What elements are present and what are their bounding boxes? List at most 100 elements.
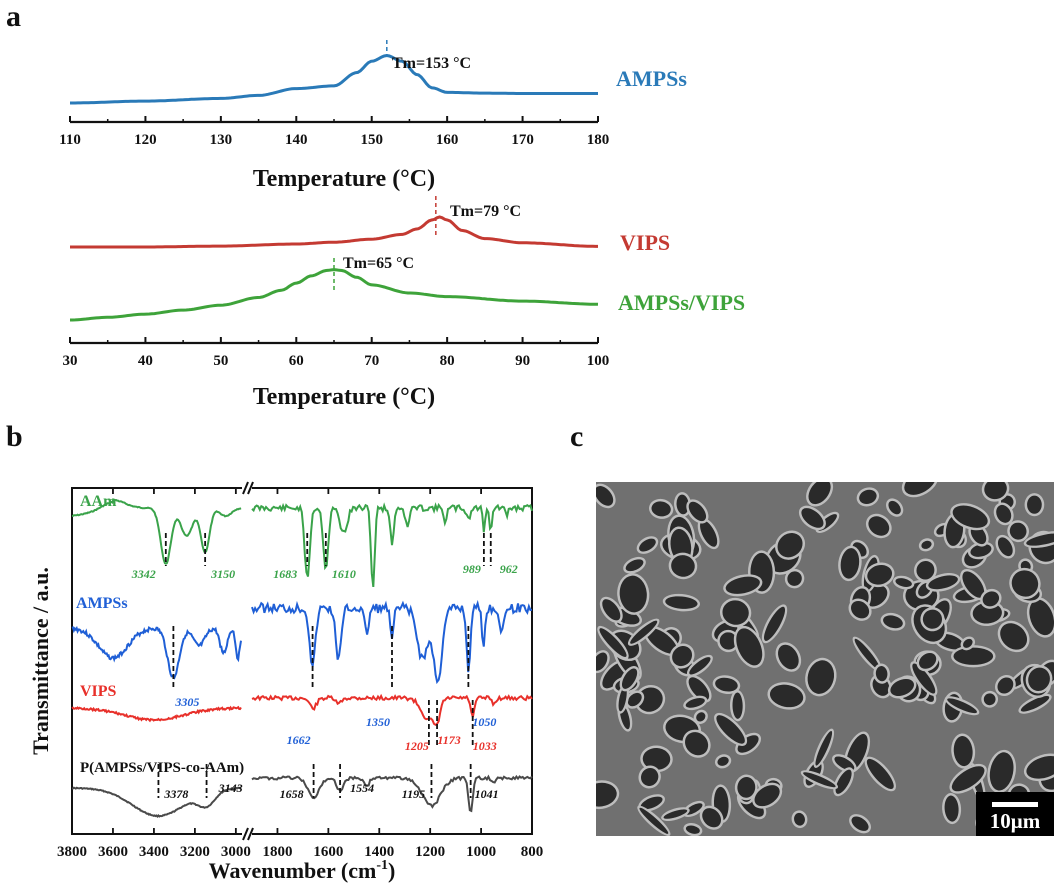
pore: [716, 715, 745, 744]
pore: [596, 782, 617, 807]
pore: [665, 596, 698, 609]
spectrum-copolymer-left: [72, 786, 242, 818]
pore: [700, 520, 718, 547]
scale-bar-label: 10μm: [989, 809, 1041, 833]
pore: [685, 825, 700, 834]
series-label-aam: AAm: [80, 493, 117, 510]
peak-label: 1195: [402, 787, 425, 801]
pore: [953, 647, 994, 665]
plot-frame-left: [71, 487, 242, 835]
spectrum-copolymer-right: [251, 774, 533, 813]
x-tick-label: 1000: [466, 844, 496, 860]
pore: [989, 752, 1014, 791]
x-tick-label: 140: [285, 132, 308, 148]
x-tick-label: 3200: [180, 844, 210, 860]
pore: [627, 692, 642, 707]
x-tick-label: 1400: [364, 844, 394, 860]
pore: [651, 501, 671, 517]
sem-pores: [596, 482, 1054, 836]
peak-label: 1173: [437, 733, 460, 747]
pore: [722, 600, 749, 625]
x-tick-label: 1200: [415, 844, 445, 860]
pore: [875, 666, 888, 682]
pore: [777, 533, 803, 558]
x-tick-label: 110: [59, 132, 81, 148]
pore: [962, 571, 985, 598]
pore: [1026, 756, 1054, 779]
peak-label: 1658: [280, 787, 304, 801]
axis-break-mark: [247, 827, 254, 841]
x-tick-label: 100: [587, 353, 610, 369]
pore: [637, 687, 663, 712]
pore: [895, 578, 912, 587]
series-label-vips: VIPS: [620, 230, 670, 255]
x-tick-label: 180: [587, 132, 610, 148]
x-tick-label: 1600: [313, 844, 343, 860]
pore: [602, 599, 621, 621]
pore: [640, 796, 663, 810]
pore: [997, 677, 1014, 694]
spectrum-aam-right: [251, 502, 533, 588]
peak-label: 1033: [473, 739, 497, 753]
peak-label: 962: [500, 562, 518, 576]
pore: [685, 803, 703, 815]
pore: [688, 501, 707, 522]
pore: [702, 808, 722, 828]
x-tick-label: 170: [511, 132, 534, 148]
pore: [676, 494, 689, 515]
peak-label: 3342: [131, 567, 156, 581]
pore: [922, 609, 943, 629]
x-tick-label: 40: [138, 353, 153, 369]
series-line-ampss-vips: [70, 268, 599, 322]
pore: [912, 663, 936, 694]
peak-label: 3305: [174, 695, 199, 709]
pore: [970, 544, 992, 557]
pore: [868, 516, 890, 536]
scale-bar-box: 10μm: [976, 792, 1054, 836]
pore: [1027, 495, 1042, 514]
pore: [1029, 599, 1054, 636]
pore: [883, 615, 903, 629]
x-tick-label: 150: [360, 132, 383, 148]
pore: [621, 668, 638, 689]
pore: [888, 500, 901, 515]
pore: [982, 591, 1000, 607]
pore: [717, 756, 729, 766]
pore: [625, 559, 644, 572]
peak-label: 1050: [472, 715, 496, 729]
spectrum-ampss-left: [71, 625, 242, 680]
pore: [854, 638, 880, 670]
x-tick-label: 3400: [139, 844, 169, 860]
pore: [736, 628, 763, 666]
spectrum-aam-left: [71, 498, 242, 565]
pore: [719, 632, 737, 650]
peak-label: 1683: [273, 567, 297, 581]
series-label-ampss: AMPSs: [616, 66, 687, 91]
pore: [996, 504, 1012, 523]
pore: [919, 652, 937, 669]
x-tick-label: 160: [436, 132, 459, 148]
peak-label: 989: [463, 562, 481, 576]
scale-bar: [992, 802, 1038, 807]
pore: [944, 795, 959, 822]
pore: [619, 575, 647, 613]
pore: [671, 555, 695, 577]
pore: [1026, 533, 1054, 546]
pore: [787, 571, 802, 586]
pore: [1011, 570, 1039, 597]
pore: [599, 628, 627, 657]
pore: [602, 662, 627, 689]
pore: [794, 812, 805, 826]
pore: [642, 748, 671, 770]
pore: [618, 686, 627, 712]
pore: [737, 735, 759, 753]
plot-frame-right: [252, 487, 533, 835]
pore: [867, 564, 893, 585]
pore: [639, 807, 669, 834]
pore: [815, 730, 833, 766]
ftir-chart: 3800 3600 3400 3200 3000 1800 1600 1400 1200 1000…: [28, 481, 543, 883]
pore: [835, 769, 852, 794]
pore: [850, 601, 870, 619]
x-tick-label: 130: [210, 132, 233, 148]
x-tick-label: 60: [289, 353, 304, 369]
